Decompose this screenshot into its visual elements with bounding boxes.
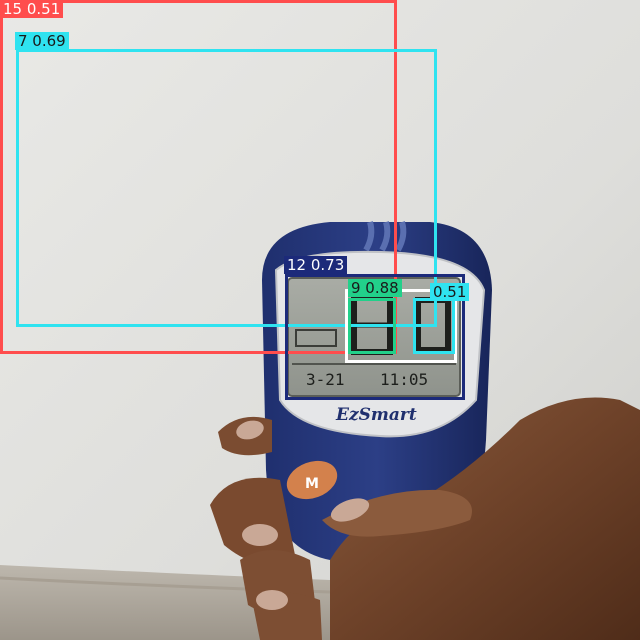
detection-label-15: 15 0.51	[0, 0, 64, 18]
hand	[210, 397, 640, 640]
detection-box-7	[16, 49, 437, 327]
detection-box-9	[348, 298, 396, 354]
detection-label-9: 9 0.88	[348, 279, 402, 297]
lcd-time-text: 11:05	[380, 370, 428, 389]
m-button	[286, 460, 338, 500]
detection-label-7: 7 0.69	[15, 32, 69, 50]
detection-box-cyan2	[413, 298, 455, 354]
detection-label-12: 12 0.73	[284, 256, 348, 274]
detection-label-cyan2: 0.51	[430, 283, 470, 301]
brand-logo: EzSmart	[335, 405, 417, 425]
lcd-date-text: 3-21	[306, 370, 345, 389]
detection-box-12	[285, 274, 465, 400]
detection-box-15	[0, 0, 397, 354]
m-button-label: M	[305, 476, 319, 492]
